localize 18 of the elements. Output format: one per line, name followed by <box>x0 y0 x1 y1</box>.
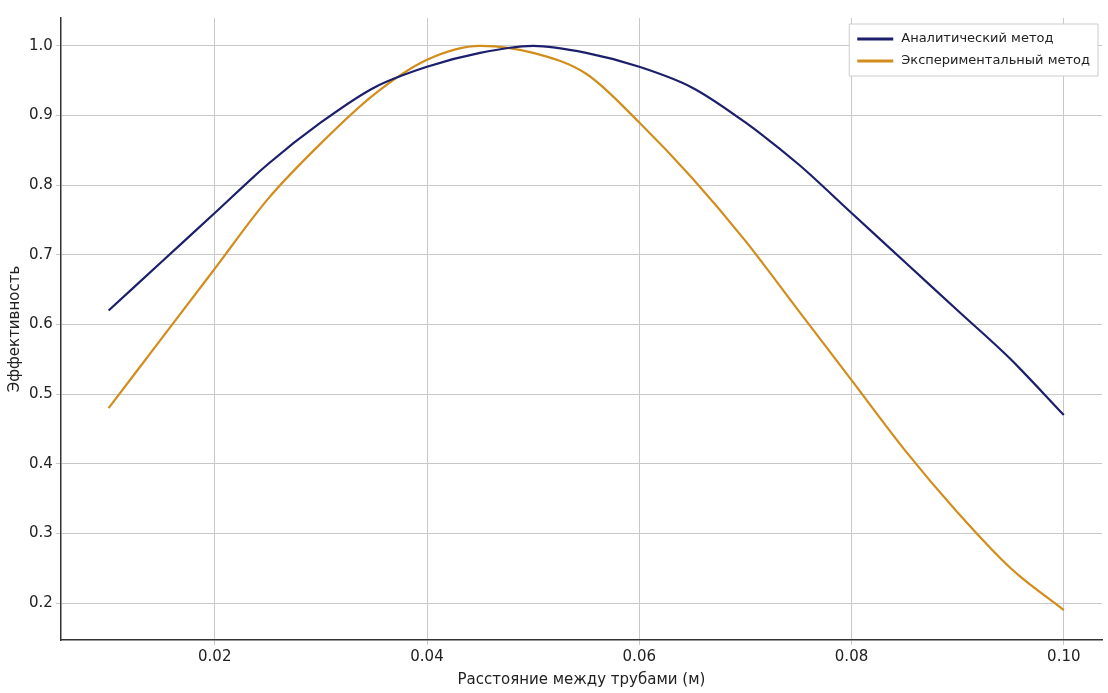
x-tick-label: 0.02 <box>198 646 232 665</box>
y-tick-label: 0.8 <box>29 175 53 194</box>
y-tick-label: 0.5 <box>29 384 53 403</box>
x-axis-title: Расстояние между трубами (м) <box>457 669 706 688</box>
y-tick-label: 1.0 <box>29 35 53 54</box>
legend-label: Аналитический метод <box>901 30 1054 46</box>
y-tick-label: 0.2 <box>29 592 53 611</box>
x-tick-label: 0.08 <box>834 646 869 665</box>
y-tick-label: 0.4 <box>29 453 53 472</box>
legend-label: Экспериментальный метод <box>901 52 1091 68</box>
x-tick-label: 0.10 <box>1047 646 1081 665</box>
y-tick-label: 0.7 <box>29 244 53 263</box>
x-tick-label: 0.06 <box>622 646 656 665</box>
x-tick-label: 0.04 <box>410 646 444 665</box>
y-axis-title: Эффективность <box>4 265 23 393</box>
y-tick-label: 0.6 <box>29 314 53 333</box>
y-tick-label: 0.9 <box>29 105 53 124</box>
y-tick-label: 0.3 <box>29 523 53 542</box>
